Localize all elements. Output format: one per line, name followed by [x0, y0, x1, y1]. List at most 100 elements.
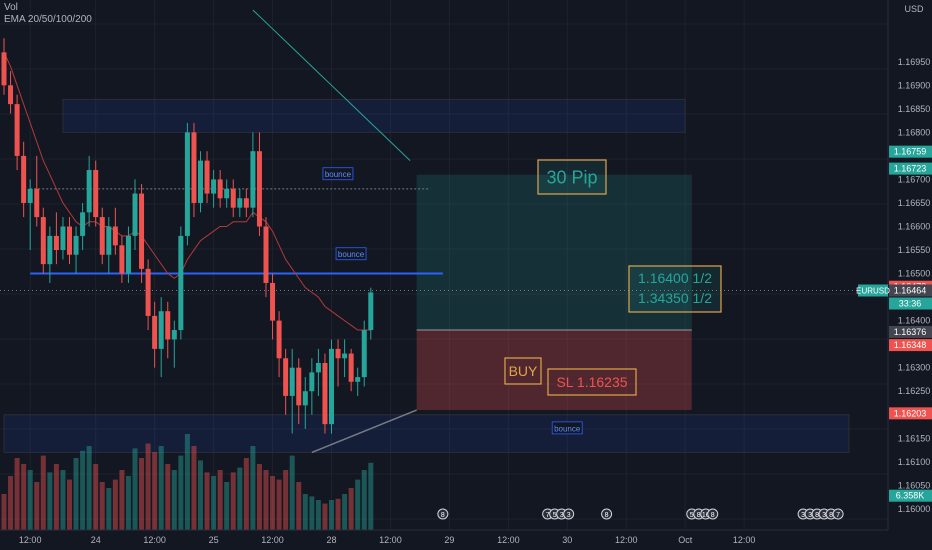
event-marker-label: 5: [690, 512, 694, 519]
price-tick-label: 1.16800: [898, 127, 931, 137]
candle: [355, 367, 361, 396]
volume-bar: [53, 464, 59, 530]
volume-bar: [256, 464, 262, 530]
event-marker-label: 8: [711, 512, 715, 519]
buy-label: BUY: [504, 357, 542, 385]
volume-bar: [86, 446, 92, 530]
event-marker-dot: [707, 508, 719, 520]
candle-body: [40, 217, 46, 265]
bounce-label-text: bounce: [325, 170, 352, 179]
price-tag-text: 1.16348: [894, 340, 927, 350]
candle-body: [60, 226, 66, 251]
candle-body: [14, 104, 20, 156]
volume-bar: [158, 446, 164, 530]
candle-body: [80, 212, 86, 236]
candle-body: [93, 170, 99, 218]
price-tag: 6.358K: [889, 489, 932, 502]
candle: [230, 179, 236, 218]
event-marker-label: 3: [808, 512, 812, 519]
time-tick-label: 12:00: [497, 535, 520, 545]
time-tick-label: 25: [209, 535, 219, 545]
candle: [329, 339, 334, 434]
candle-body: [348, 353, 354, 382]
time-tick-label: 12:00: [733, 535, 756, 545]
event-marker-label: 3: [567, 512, 571, 519]
volume-bar: [21, 464, 27, 530]
volume-bar: [14, 458, 20, 530]
price-tick-label: 1.16900: [898, 80, 931, 90]
candle-body: [67, 226, 72, 255]
candle: [60, 217, 66, 260]
candle-body: [243, 198, 249, 208]
candle-body: [230, 188, 236, 208]
candle-body: [283, 358, 289, 396]
time-tick-label: 12:00: [615, 535, 638, 545]
volume-bar: [198, 460, 203, 530]
candle-body: [8, 85, 14, 105]
candle-body: [302, 391, 308, 406]
event-marker-label: 3: [560, 512, 564, 519]
volume-bar: [60, 470, 66, 530]
candle-body: [224, 188, 230, 199]
candle-body: [145, 268, 151, 316]
candle: [171, 320, 177, 368]
candle-body: [329, 348, 334, 425]
volume-bar: [335, 498, 341, 530]
volume-bar: [1, 494, 7, 530]
price-tick-label: 1.16100: [898, 457, 931, 467]
candle: [14, 94, 20, 171]
event-marker-label: 7: [546, 512, 550, 519]
candle: [204, 151, 210, 203]
candle-body: [171, 330, 177, 340]
sl-label-box: [547, 368, 637, 396]
buy-label-box: [504, 357, 542, 385]
volume-bar: [237, 467, 243, 530]
candle: [158, 297, 164, 378]
candle: [145, 259, 151, 331]
volume-legend: Vol: [4, 2, 18, 13]
volume-bar: [80, 450, 86, 530]
volume-bar: [178, 455, 184, 530]
event-marker: 8: [601, 508, 613, 520]
volume-bar: [283, 470, 289, 530]
event-marker-label: 8: [697, 512, 701, 519]
candle-body: [158, 311, 164, 349]
volume-bar: [132, 448, 138, 530]
candle: [296, 358, 302, 425]
candle-body: [86, 170, 92, 213]
candle: [217, 170, 223, 208]
time-tick-label: 30: [562, 535, 572, 545]
candle-body: [368, 292, 374, 331]
event-marker-label: 8: [605, 512, 609, 519]
candle: [335, 339, 341, 387]
volume-bar: [171, 470, 177, 530]
target-label: 30 Pip: [537, 159, 607, 195]
candle-body: [309, 372, 315, 392]
candle-body: [27, 188, 33, 203]
price-tag: 1.16376: [889, 325, 932, 338]
candle-body: [132, 193, 138, 236]
price-tick-label: 1.16850: [898, 104, 931, 114]
candle-body: [217, 179, 223, 199]
volume-bar: [34, 482, 40, 530]
candle-body: [178, 235, 184, 331]
price-tag-box: [889, 339, 932, 352]
sl-label-text: SL 1.16235: [556, 374, 627, 390]
volume-bar: [145, 443, 151, 530]
price-tag: 1.16348: [889, 339, 932, 352]
volume-bar: [106, 488, 112, 530]
price-tag-text: 1.16376: [894, 327, 927, 337]
bounce-label-text: bounce: [338, 250, 365, 259]
candle: [243, 188, 249, 218]
symbol-tag: EURUSD: [856, 284, 890, 297]
event-marker-label: 16: [702, 512, 710, 519]
countdown-tag-text: 33:36: [899, 299, 922, 309]
volume-bar: [217, 470, 223, 530]
volume-bar: [27, 470, 33, 530]
candle: [198, 151, 203, 213]
price-tag: 1.16759: [889, 145, 932, 158]
volume-bar: [230, 472, 236, 530]
candle-body: [106, 226, 112, 255]
